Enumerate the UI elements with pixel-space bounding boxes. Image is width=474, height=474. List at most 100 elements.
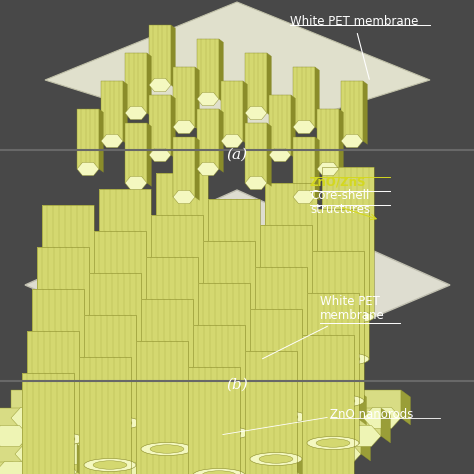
Polygon shape: [197, 92, 219, 106]
Ellipse shape: [41, 435, 75, 443]
Polygon shape: [317, 109, 339, 169]
Polygon shape: [245, 53, 267, 113]
Polygon shape: [94, 231, 146, 381]
Polygon shape: [25, 190, 450, 375]
Polygon shape: [125, 106, 147, 119]
Polygon shape: [317, 426, 327, 461]
Text: White PET: White PET: [320, 295, 380, 308]
Polygon shape: [198, 283, 250, 433]
Polygon shape: [299, 408, 337, 436]
Polygon shape: [269, 390, 279, 425]
Ellipse shape: [260, 368, 312, 382]
Polygon shape: [343, 408, 381, 436]
Ellipse shape: [274, 329, 308, 337]
Polygon shape: [63, 462, 101, 474]
Text: White PET membrane: White PET membrane: [290, 15, 419, 79]
Ellipse shape: [307, 437, 359, 449]
Polygon shape: [229, 426, 238, 461]
Polygon shape: [151, 215, 203, 365]
Ellipse shape: [208, 343, 260, 356]
Polygon shape: [125, 123, 147, 183]
Polygon shape: [33, 444, 43, 474]
Polygon shape: [323, 444, 361, 465]
Polygon shape: [225, 390, 235, 425]
Polygon shape: [357, 390, 366, 425]
Polygon shape: [197, 109, 219, 169]
Polygon shape: [149, 148, 171, 162]
Ellipse shape: [32, 432, 84, 446]
Polygon shape: [123, 408, 161, 436]
Polygon shape: [245, 106, 267, 119]
Polygon shape: [211, 408, 249, 436]
Ellipse shape: [155, 403, 189, 411]
Polygon shape: [181, 390, 191, 425]
Polygon shape: [143, 390, 181, 418]
Polygon shape: [53, 426, 63, 461]
Polygon shape: [245, 351, 297, 474]
Polygon shape: [319, 408, 357, 428]
Ellipse shape: [156, 317, 208, 329]
Polygon shape: [343, 426, 381, 447]
Polygon shape: [277, 462, 286, 474]
Polygon shape: [307, 293, 359, 443]
Ellipse shape: [193, 468, 245, 474]
Polygon shape: [191, 426, 229, 454]
Ellipse shape: [265, 327, 317, 339]
Polygon shape: [253, 444, 263, 474]
Ellipse shape: [103, 377, 137, 385]
Polygon shape: [341, 81, 363, 141]
Polygon shape: [0, 462, 13, 474]
Polygon shape: [141, 299, 193, 449]
Polygon shape: [97, 426, 107, 461]
Polygon shape: [125, 53, 147, 113]
Ellipse shape: [212, 387, 246, 395]
Polygon shape: [322, 167, 374, 317]
Polygon shape: [101, 135, 123, 147]
Polygon shape: [361, 426, 371, 461]
Polygon shape: [249, 408, 258, 443]
Polygon shape: [235, 426, 273, 454]
Polygon shape: [297, 444, 307, 474]
Text: membrane: membrane: [320, 309, 385, 322]
Polygon shape: [231, 408, 269, 428]
Polygon shape: [363, 408, 401, 428]
Polygon shape: [117, 408, 127, 443]
Polygon shape: [215, 444, 253, 472]
Polygon shape: [123, 426, 161, 447]
Polygon shape: [363, 81, 367, 144]
Polygon shape: [303, 444, 341, 472]
Polygon shape: [0, 444, 33, 472]
Polygon shape: [27, 331, 79, 474]
Polygon shape: [173, 120, 195, 134]
Polygon shape: [250, 309, 302, 459]
Polygon shape: [42, 205, 94, 355]
Ellipse shape: [99, 332, 151, 346]
Ellipse shape: [151, 358, 203, 372]
Polygon shape: [189, 462, 199, 474]
Polygon shape: [363, 390, 401, 418]
Polygon shape: [147, 123, 151, 186]
Ellipse shape: [146, 401, 198, 413]
Polygon shape: [83, 462, 121, 474]
Polygon shape: [149, 25, 171, 85]
Ellipse shape: [322, 310, 374, 323]
Polygon shape: [233, 462, 243, 474]
Polygon shape: [149, 78, 171, 91]
Polygon shape: [84, 315, 136, 465]
Polygon shape: [315, 67, 319, 130]
Polygon shape: [173, 191, 195, 204]
Polygon shape: [143, 408, 181, 428]
Polygon shape: [211, 426, 249, 447]
Polygon shape: [273, 426, 283, 461]
Polygon shape: [302, 335, 354, 474]
Polygon shape: [147, 444, 185, 465]
Polygon shape: [99, 189, 151, 339]
Polygon shape: [205, 408, 215, 443]
Ellipse shape: [312, 394, 364, 408]
Polygon shape: [341, 135, 363, 147]
Polygon shape: [317, 209, 369, 359]
Polygon shape: [255, 408, 293, 436]
Polygon shape: [221, 81, 243, 141]
Polygon shape: [209, 444, 219, 474]
Polygon shape: [39, 462, 77, 474]
